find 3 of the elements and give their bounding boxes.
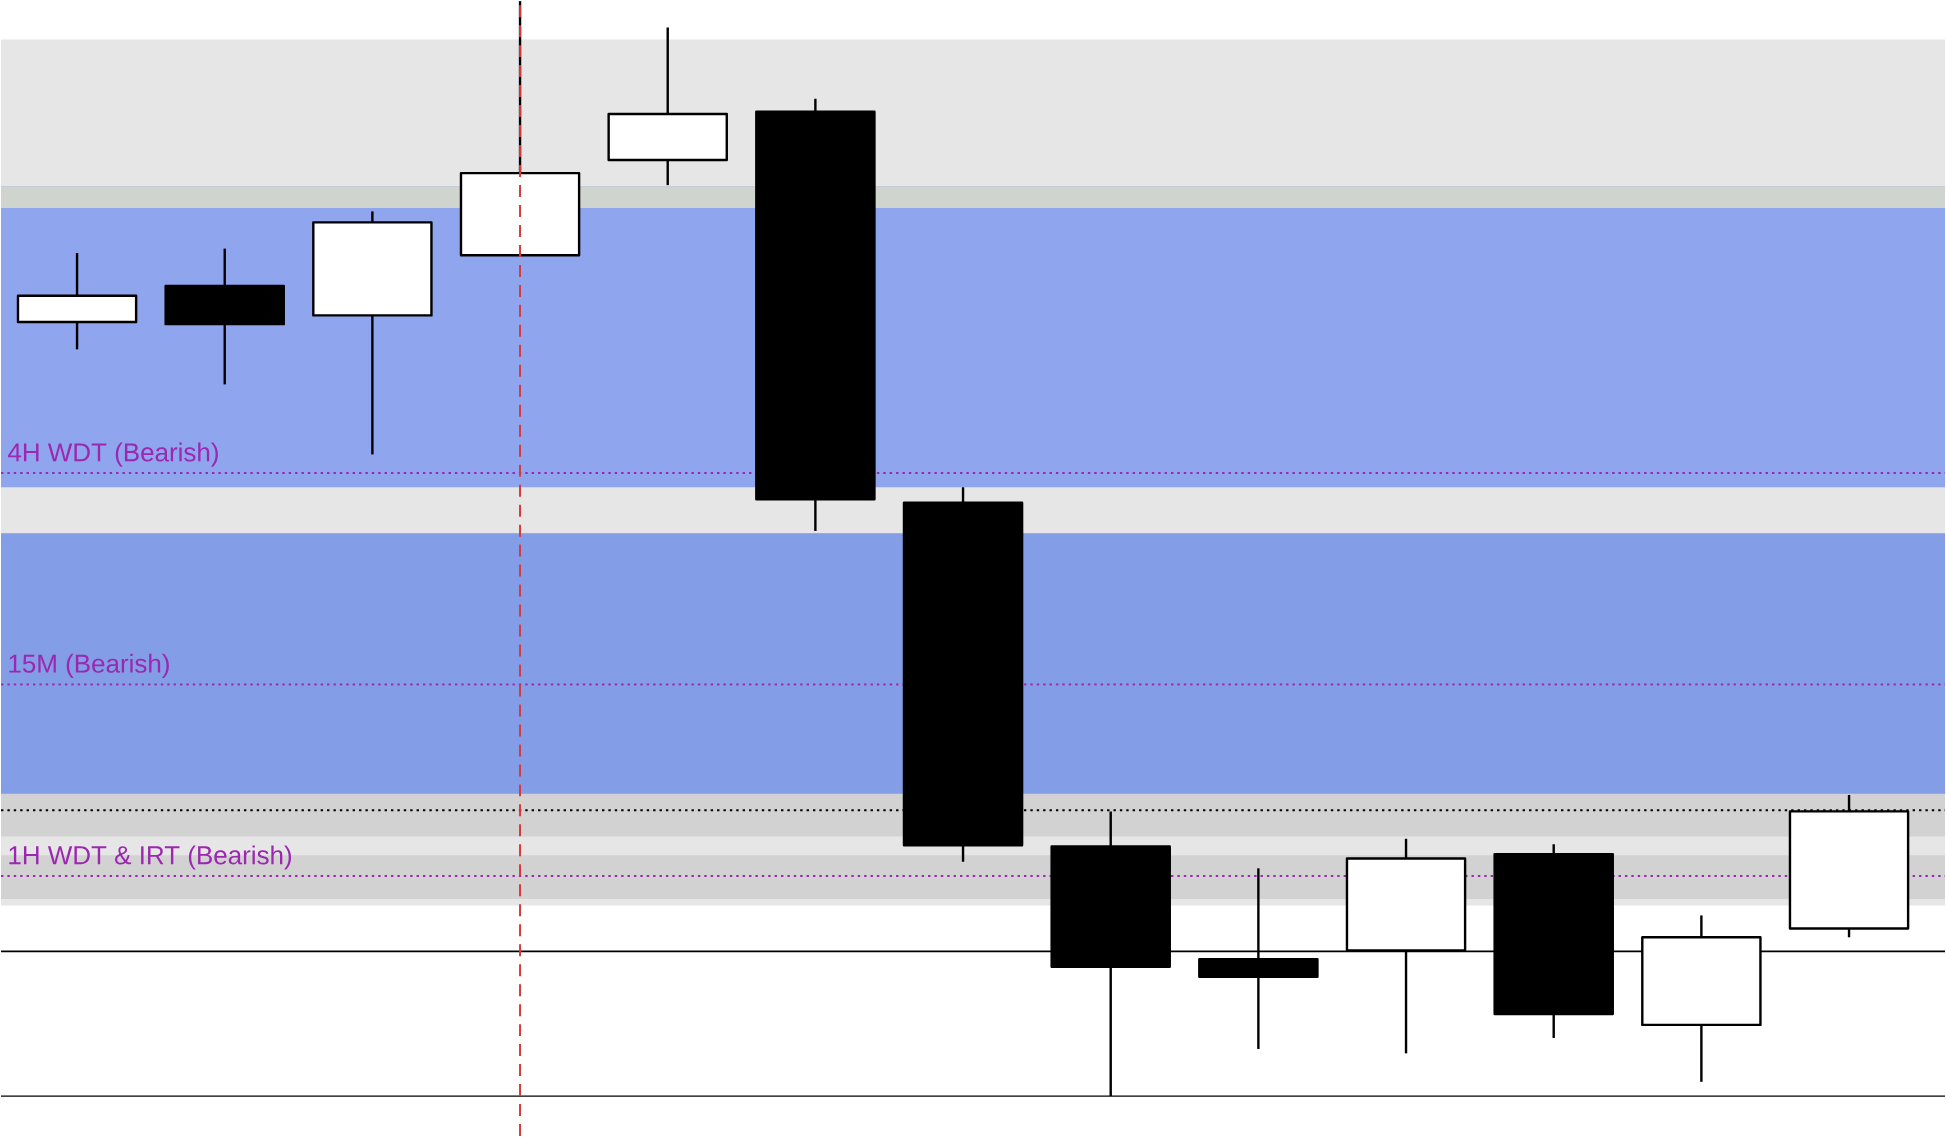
ref-line-label: 15M (Bearish): [9, 653, 169, 678]
ref-line-label: 4H WDT (Bearish): [8, 442, 218, 467]
ref-line-label: 1H WDT & IRT (Bearish): [9, 845, 292, 870]
